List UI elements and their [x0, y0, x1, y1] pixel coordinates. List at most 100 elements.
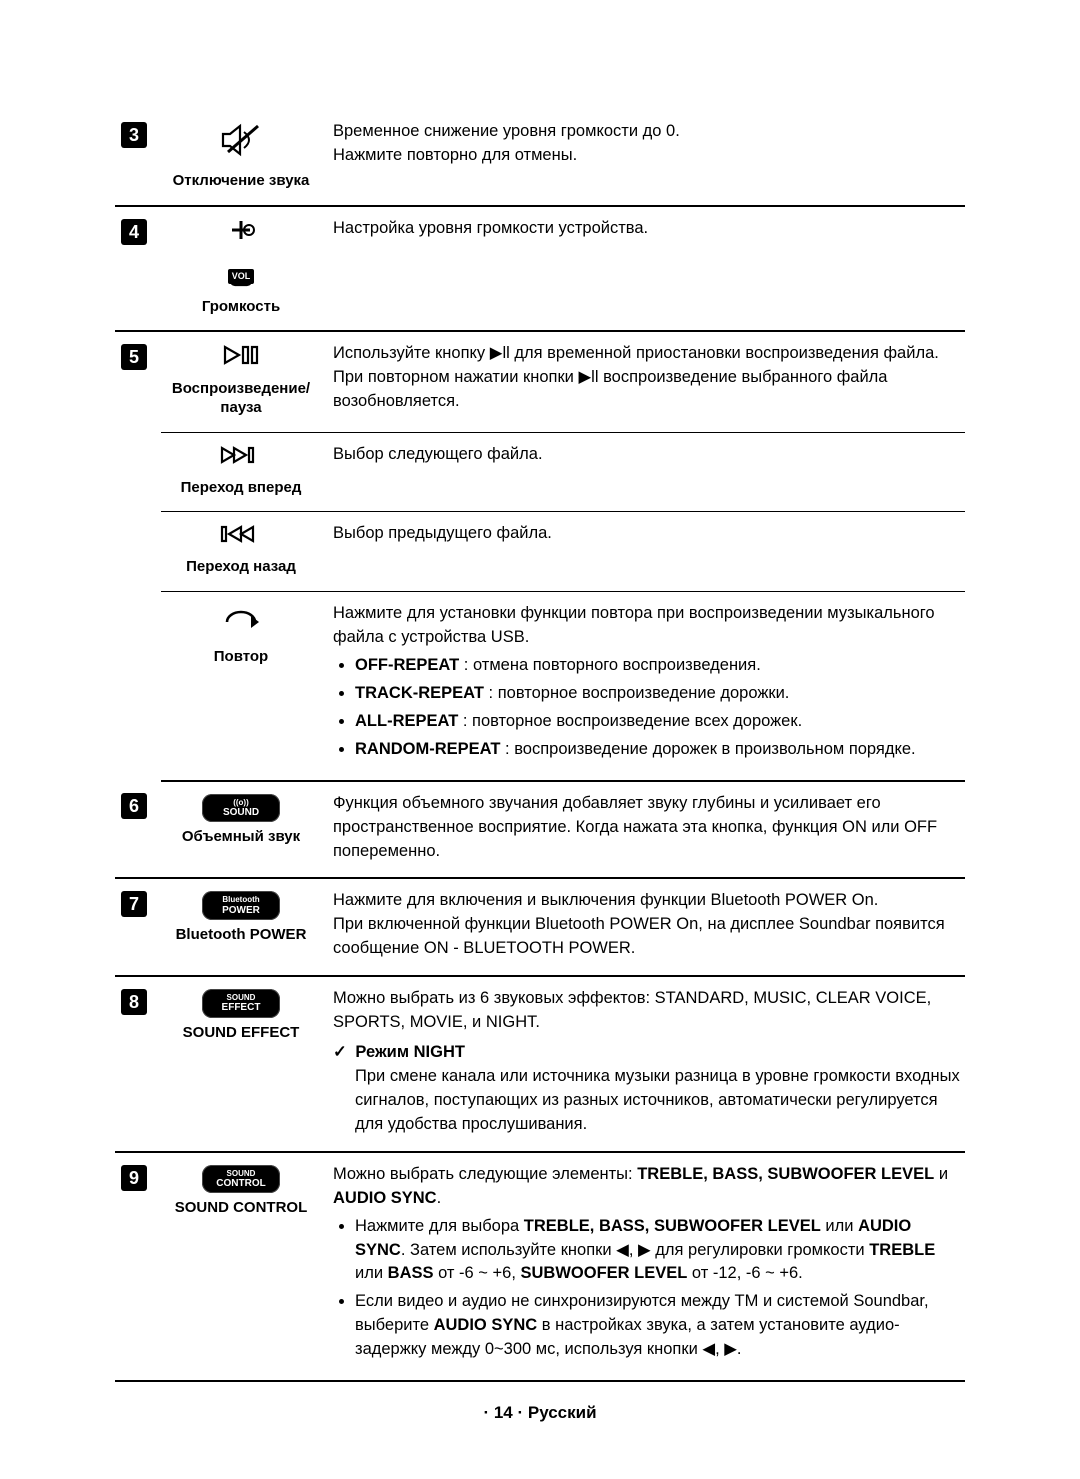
mute-caption: Отключение звука — [173, 172, 310, 191]
icon-cell-prev: Переход назад — [161, 512, 321, 592]
sc-text: TREBLE, BASS, SUBWOOFER LEVEL — [524, 1217, 821, 1235]
skip-back-icon — [219, 524, 263, 552]
icon-cell-surround: ((o)) SOUND Объемный звук — [161, 781, 321, 879]
mute-desc: Временное снижение уровня громкости до 0… — [321, 110, 965, 206]
list-item: ALL-REPEAT : повторное воспроизведение в… — [355, 710, 961, 734]
sc-text: Нажмите для выбора — [355, 1217, 524, 1235]
row-sound-effect: 8 SOUND EFFECT SOUND EFFECT Можно выбрат… — [115, 976, 965, 1152]
row-surround: 6 ((o)) SOUND Объемный звук Функция объе… — [115, 781, 965, 879]
icon-cell-mute: Отключение звука — [161, 110, 321, 206]
surround-desc: Функция объемного звучания добавляет зву… — [321, 781, 965, 879]
repeat-mode: ALL-REPEAT — [355, 712, 458, 730]
row-mute: 3 Отключение звука Временное снижение ур… — [115, 110, 965, 206]
sc-text: TREBLE, BASS, SUBWOOFER LEVEL — [637, 1165, 934, 1183]
sc-text: и — [934, 1165, 948, 1183]
row-bluetooth-power: 7 Bluetooth POWER Bluetooth POWER Нажмит… — [115, 878, 965, 976]
btn-top: Bluetooth — [210, 895, 272, 904]
icon-cell-soundcontrol: SOUND CONTROL SOUND CONTROL — [161, 1152, 321, 1381]
icon-cell-volume: VOL Громкость — [161, 206, 321, 332]
row-play-pause: 5 Воспроизведение/ пауза Используйте кно… — [115, 331, 965, 432]
sc-text: Можно выбрать следующие элементы: — [333, 1165, 637, 1183]
sc-text: от -12, -6 ~ +6. — [687, 1264, 802, 1282]
page-footer: · 14 · Русский — [0, 1403, 1080, 1423]
repeat-mode: TRACK-REPEAT — [355, 684, 484, 702]
soundcontrol-desc: Можно выбрать следующие элементы: TREBLE… — [321, 1152, 965, 1381]
play-desc-text: Используйте кнопку — [333, 344, 490, 362]
sound-control-button-icon: SOUND CONTROL — [202, 1165, 280, 1194]
soundeffect-caption: SOUND EFFECT — [183, 1024, 300, 1043]
row-volume: 4 VOL Громкость Настройка уровня громк — [115, 206, 965, 332]
list-item: Нажмите для выбора TREBLE, BASS, SUBWOOF… — [355, 1215, 961, 1287]
index-cell: 3 — [115, 110, 161, 206]
index-badge-3: 3 — [121, 122, 147, 148]
manual-page: 3 Отключение звука Временное снижение ур… — [0, 0, 1080, 1479]
icon-cell-next: Переход вперед — [161, 432, 321, 512]
repeat-intro: Нажмите для установки функции повтора пр… — [333, 602, 961, 650]
icon-cell-play: Воспроизведение/ пауза — [161, 331, 321, 432]
repeat-mode: OFF-REPEAT — [355, 656, 459, 674]
index-badge-7: 7 — [121, 891, 147, 917]
btn-main: SOUND — [223, 807, 259, 818]
sc-text: от -6 ~ +6, — [434, 1264, 521, 1282]
list-item: Если видео и аудио не синхронизируются м… — [355, 1290, 961, 1362]
icon-cell-repeat: Повтор — [161, 592, 321, 781]
soundeffect-intro: Можно выбрать из 6 звуковых эффектов: ST… — [333, 987, 961, 1035]
row-sound-control: 9 SOUND CONTROL SOUND CONTROL Можно выбр… — [115, 1152, 965, 1381]
list-item: RANDOM-REPEAT : воспроизведение дорожек … — [355, 738, 961, 762]
repeat-text: : отмена повторного воспроизведения. — [459, 656, 761, 674]
sound-effect-button-icon: SOUND EFFECT — [202, 989, 280, 1018]
next-desc: Выбор следующего файла. — [321, 432, 965, 512]
sc-text: AUDIO SYNC — [434, 1316, 538, 1334]
volume-caption: Громкость — [202, 298, 280, 317]
repeat-caption: Повтор — [214, 648, 268, 667]
repeat-text: : повторное воспроизведение дорожки. — [484, 684, 789, 702]
row-repeat: Повтор Нажмите для установки функции пов… — [115, 592, 965, 781]
btpower-caption: Bluetooth POWER — [176, 926, 307, 945]
prev-desc: Выбор предыдущего файла. — [321, 512, 965, 592]
remote-functions-table: 3 Отключение звука Временное снижение ур… — [115, 110, 965, 1382]
repeat-icon — [221, 604, 261, 642]
row-skip-back: Переход назад Выбор предыдущего файла. — [115, 512, 965, 592]
soundcontrol-caption: SOUND CONTROL — [175, 1199, 308, 1218]
sc-text: . Затем используйте кнопки ◀, ▶ для регу… — [401, 1241, 869, 1259]
index-badge-5: 5 — [121, 344, 147, 370]
list-item: OFF-REPEAT : отмена повторного воспроизв… — [355, 654, 961, 678]
index-badge-4: 4 — [121, 219, 147, 245]
btn-main: POWER — [222, 905, 260, 916]
surround-caption: Объемный звук — [182, 828, 300, 847]
next-caption: Переход вперед — [181, 479, 302, 498]
sc-text: или — [821, 1217, 858, 1235]
index-badge-8: 8 — [121, 989, 147, 1015]
check-icon: ✓ — [333, 1041, 347, 1065]
sc-text: BASS — [388, 1264, 434, 1282]
night-mode-label: Режим NIGHT — [355, 1043, 465, 1061]
vol-label: VOL — [228, 269, 255, 284]
play-desc: Используйте кнопку ▶ll для временной при… — [321, 331, 965, 432]
repeat-text: : воспроизведение дорожек в произвольном… — [500, 740, 915, 758]
btn-main: EFFECT — [222, 1002, 261, 1013]
sc-text: SUBWOOFER LEVEL — [521, 1264, 688, 1282]
icon-cell-soundeffect: SOUND EFFECT SOUND EFFECT — [161, 976, 321, 1152]
list-item: TRACK-REPEAT : повторное воспроизведение… — [355, 682, 961, 706]
index-badge-6: 6 — [121, 793, 147, 819]
row-skip-forward: Переход вперед Выбор следующего файла. — [115, 432, 965, 512]
volume-desc: Настройка уровня громкости устройства. — [321, 206, 965, 332]
index-badge-9: 9 — [121, 1165, 147, 1191]
play-pause-icon — [221, 344, 261, 374]
bluetooth-power-button-icon: Bluetooth POWER — [202, 891, 280, 920]
sc-text: . — [437, 1189, 442, 1207]
sc-text: AUDIO SYNC — [333, 1189, 437, 1207]
btn-top: SOUND — [210, 993, 272, 1002]
repeat-mode: RANDOM-REPEAT — [355, 740, 500, 758]
night-mode-text: При смене канала или источника музыки ра… — [333, 1065, 961, 1137]
repeat-text: : повторное воспроизведение всех дорожек… — [458, 712, 802, 730]
soundeffect-desc: Можно выбрать из 6 звуковых эффектов: ST… — [321, 976, 965, 1152]
btpower-desc: Нажмите для включения и выключения функц… — [321, 878, 965, 976]
play-pause-glyph: ▶ll — [490, 344, 510, 362]
prev-caption: Переход назад — [186, 558, 296, 577]
play-caption: Воспроизведение/ пауза — [167, 380, 315, 418]
repeat-list: OFF-REPEAT : отмена повторного воспроизв… — [333, 654, 961, 762]
skip-forward-icon — [219, 445, 263, 473]
surround-button-icon: ((o)) SOUND — [202, 794, 280, 823]
icon-cell-btpower: Bluetooth POWER Bluetooth POWER — [161, 878, 321, 976]
